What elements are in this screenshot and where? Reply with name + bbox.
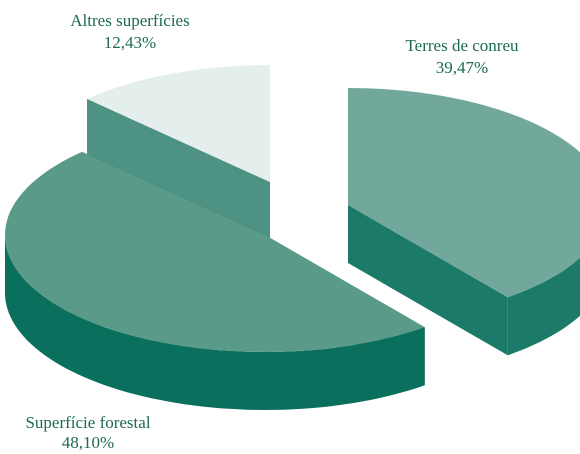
slice bbox=[87, 65, 270, 241]
slice-top bbox=[348, 88, 580, 298]
pie bbox=[5, 65, 580, 410]
slice-label: Altres superfícies bbox=[70, 11, 189, 30]
slice-cut-face bbox=[87, 98, 270, 241]
slice-value-label: 12,43% bbox=[104, 33, 156, 52]
slice bbox=[5, 151, 425, 410]
slice bbox=[348, 88, 580, 356]
slice-side bbox=[507, 257, 580, 356]
slice-top bbox=[5, 151, 425, 352]
slice-value-label: 39,47% bbox=[436, 58, 488, 77]
slice-side bbox=[5, 235, 425, 410]
slice-top bbox=[87, 65, 270, 182]
slice-value-label: 48,10% bbox=[62, 433, 114, 452]
slice-label: Superfície forestal bbox=[25, 413, 150, 432]
slice-label: Terres de conreu bbox=[405, 36, 519, 55]
slice-cut-face bbox=[348, 205, 508, 356]
